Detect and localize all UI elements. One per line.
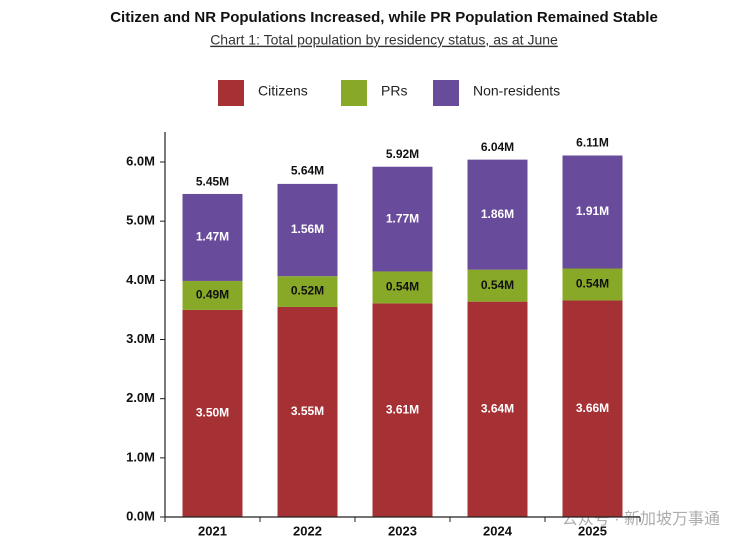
x-tick-label: 2024 xyxy=(483,523,513,538)
legend-swatch xyxy=(341,80,367,106)
data-label: 0.54M xyxy=(386,280,419,294)
y-tick-label: 1.0M xyxy=(126,449,155,464)
y-tick-label: 3.0M xyxy=(126,331,155,346)
data-label: 1.91M xyxy=(576,204,609,218)
total-label: 5.92M xyxy=(386,147,419,161)
bar-segment xyxy=(467,301,528,517)
y-tick-label: 0.0M xyxy=(126,508,155,523)
bar-segment xyxy=(182,309,243,517)
total-label: 5.45M xyxy=(196,175,229,189)
total-label: 6.11M xyxy=(576,136,609,150)
y-tick-label: 2.0M xyxy=(126,390,155,405)
bar-segment xyxy=(277,183,338,277)
total-label: 5.64M xyxy=(291,163,324,177)
data-label: 0.54M xyxy=(576,277,609,291)
legend-label: Citizens xyxy=(258,83,308,99)
total-label: 6.04M xyxy=(481,140,514,154)
data-label: 1.86M xyxy=(481,207,514,221)
data-label: 1.47M xyxy=(196,230,229,244)
data-label: 1.56M xyxy=(291,222,324,236)
bar-segment xyxy=(372,166,433,272)
chart-subtitle: Chart 1: Total population by residency s… xyxy=(210,32,558,48)
y-tick-label: 4.0M xyxy=(126,272,155,287)
legend-swatch xyxy=(433,80,459,106)
data-label: 1.77M xyxy=(386,211,419,225)
bar-segment xyxy=(467,159,528,270)
x-tick-label: 2021 xyxy=(198,523,227,538)
bar-segment xyxy=(277,306,338,517)
bar-segment xyxy=(562,300,623,517)
chart-title: Citizen and NR Populations Increased, wh… xyxy=(110,9,658,26)
bar-segment xyxy=(562,155,623,269)
bar-segment xyxy=(277,276,338,307)
bar-segment xyxy=(562,268,623,301)
x-tick-label: 2023 xyxy=(388,523,417,538)
data-label: 3.55M xyxy=(291,404,324,418)
legend-swatch xyxy=(218,80,244,106)
legend-label: PRs xyxy=(381,83,407,99)
bar-segment xyxy=(372,271,433,304)
data-label: 0.49M xyxy=(196,288,229,302)
data-label: 3.61M xyxy=(386,402,419,416)
bar-segment xyxy=(182,280,243,310)
bar-segment xyxy=(372,303,433,517)
data-label: 3.64M xyxy=(481,401,514,415)
bar-segment xyxy=(182,193,243,281)
legend-label: Non-residents xyxy=(473,83,560,99)
data-label: 3.50M xyxy=(196,406,229,420)
x-tick-label: 2025 xyxy=(578,523,607,538)
data-label: 3.66M xyxy=(576,401,609,415)
data-label: 0.52M xyxy=(291,284,324,298)
y-tick-label: 5.0M xyxy=(126,213,155,228)
bar-segment xyxy=(467,269,528,302)
y-tick-label: 6.0M xyxy=(126,153,155,168)
x-tick-label: 2022 xyxy=(293,523,322,538)
data-label: 0.54M xyxy=(481,278,514,292)
